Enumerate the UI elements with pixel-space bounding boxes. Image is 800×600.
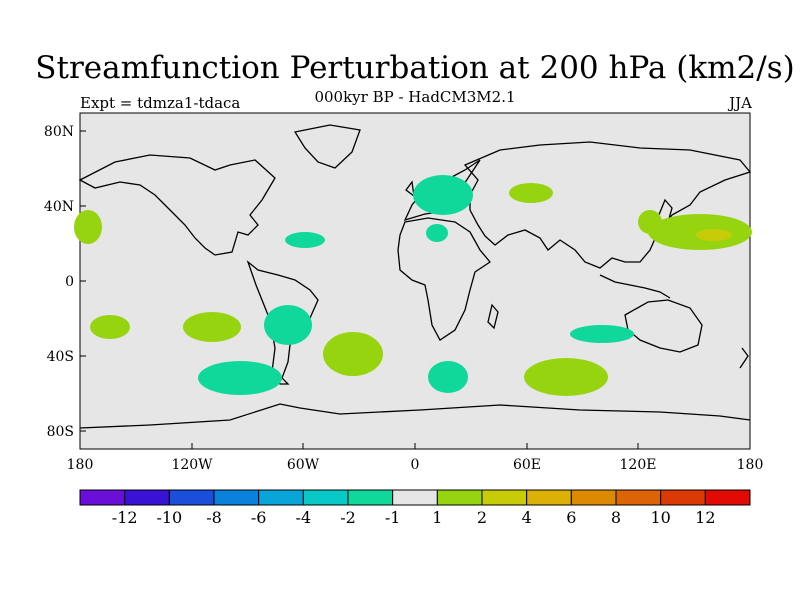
colorbar-label: 4 <box>522 508 532 527</box>
anomaly-patch-negative <box>264 305 312 345</box>
lon-tick-label: 0 <box>411 457 420 473</box>
lat-tick-label: 0 <box>65 274 74 290</box>
experiment-label: Expt = tdmza1-tdaca <box>80 94 241 112</box>
colorbar-swatch <box>213 489 260 506</box>
colorbar-swatch <box>302 489 349 506</box>
colorbar-label: 12 <box>695 508 715 527</box>
colorbar-swatch <box>124 489 170 506</box>
lon-tick-label: 180 <box>737 457 764 473</box>
colorbar-label: 6 <box>566 508 576 527</box>
plot-subtitle: 000kyr BP - HadCM3M2.1 <box>314 88 516 106</box>
axis-ticks <box>79 130 751 449</box>
colorbar-label: 8 <box>611 508 621 527</box>
colorbar-swatch <box>660 489 706 506</box>
colorbar-label: -8 <box>206 508 222 527</box>
colorbar-label: -4 <box>296 508 312 527</box>
anomaly-patch-positive <box>638 210 662 234</box>
colorbar-label: -10 <box>156 508 182 527</box>
colorbar-label: -1 <box>385 508 401 527</box>
colorbar-legend: -12 -10 -8 -6 -4 -2 -1 1 2 4 6 8 10 12 <box>79 489 751 527</box>
colorbar-label: 1 <box>432 508 442 527</box>
colorbar-swatch <box>258 489 304 506</box>
colorbar-swatch <box>526 489 572 506</box>
lon-tick-label: 120E <box>620 457 657 473</box>
anomaly-patch-negative <box>413 175 473 215</box>
anomaly-patch-negative <box>198 361 282 395</box>
colorbar-swatch <box>570 489 617 506</box>
anomaly-patch-negative <box>570 325 634 343</box>
lon-tick-label: 120W <box>171 457 213 473</box>
lon-tick-label: 60W <box>287 457 320 473</box>
colorbar-swatch <box>615 489 662 506</box>
colorbar-label: -12 <box>112 508 138 527</box>
lat-tick-label: 40S <box>47 349 74 365</box>
colorbar-label: 2 <box>477 508 487 527</box>
lon-tick-label: 180 <box>67 457 94 473</box>
colorbar-label: 10 <box>650 508 670 527</box>
colorbar-swatch <box>168 489 215 506</box>
anomaly-patch-positive <box>90 315 130 339</box>
anomaly-patch-negative <box>426 224 448 242</box>
lat-tick-label: 80S <box>47 424 74 440</box>
season-label: JJA <box>729 94 752 112</box>
anomaly-patch-positive <box>74 210 102 244</box>
colorbar-swatch <box>481 489 528 506</box>
colorbar-label: -6 <box>251 508 267 527</box>
lat-tick-label: 40N <box>44 199 74 215</box>
colorbar-swatch <box>79 489 126 506</box>
anomaly-patch-positive <box>183 312 241 342</box>
plot-title: Streamfunction Perturbation at 200 hPa (… <box>35 50 795 86</box>
colorbar-swatch <box>704 489 751 506</box>
anomaly-patch-positive <box>524 358 608 396</box>
lat-tick-label: 80N <box>44 124 74 140</box>
colorbar-swatch <box>436 489 483 506</box>
anomaly-patch-positive <box>323 332 383 376</box>
anomaly-patch-positive <box>509 183 553 203</box>
colorbar-swatch <box>347 489 394 506</box>
colorbar-label: -2 <box>340 508 356 527</box>
lon-tick-label: 60E <box>513 457 541 473</box>
coastlines <box>78 124 752 429</box>
anomaly-patch-negative <box>285 232 325 248</box>
anomaly-patch-negative <box>428 361 468 393</box>
anomaly-contours <box>74 175 752 396</box>
colorbar-swatch <box>392 489 438 506</box>
anomaly-patch-positive-strong <box>696 229 732 241</box>
